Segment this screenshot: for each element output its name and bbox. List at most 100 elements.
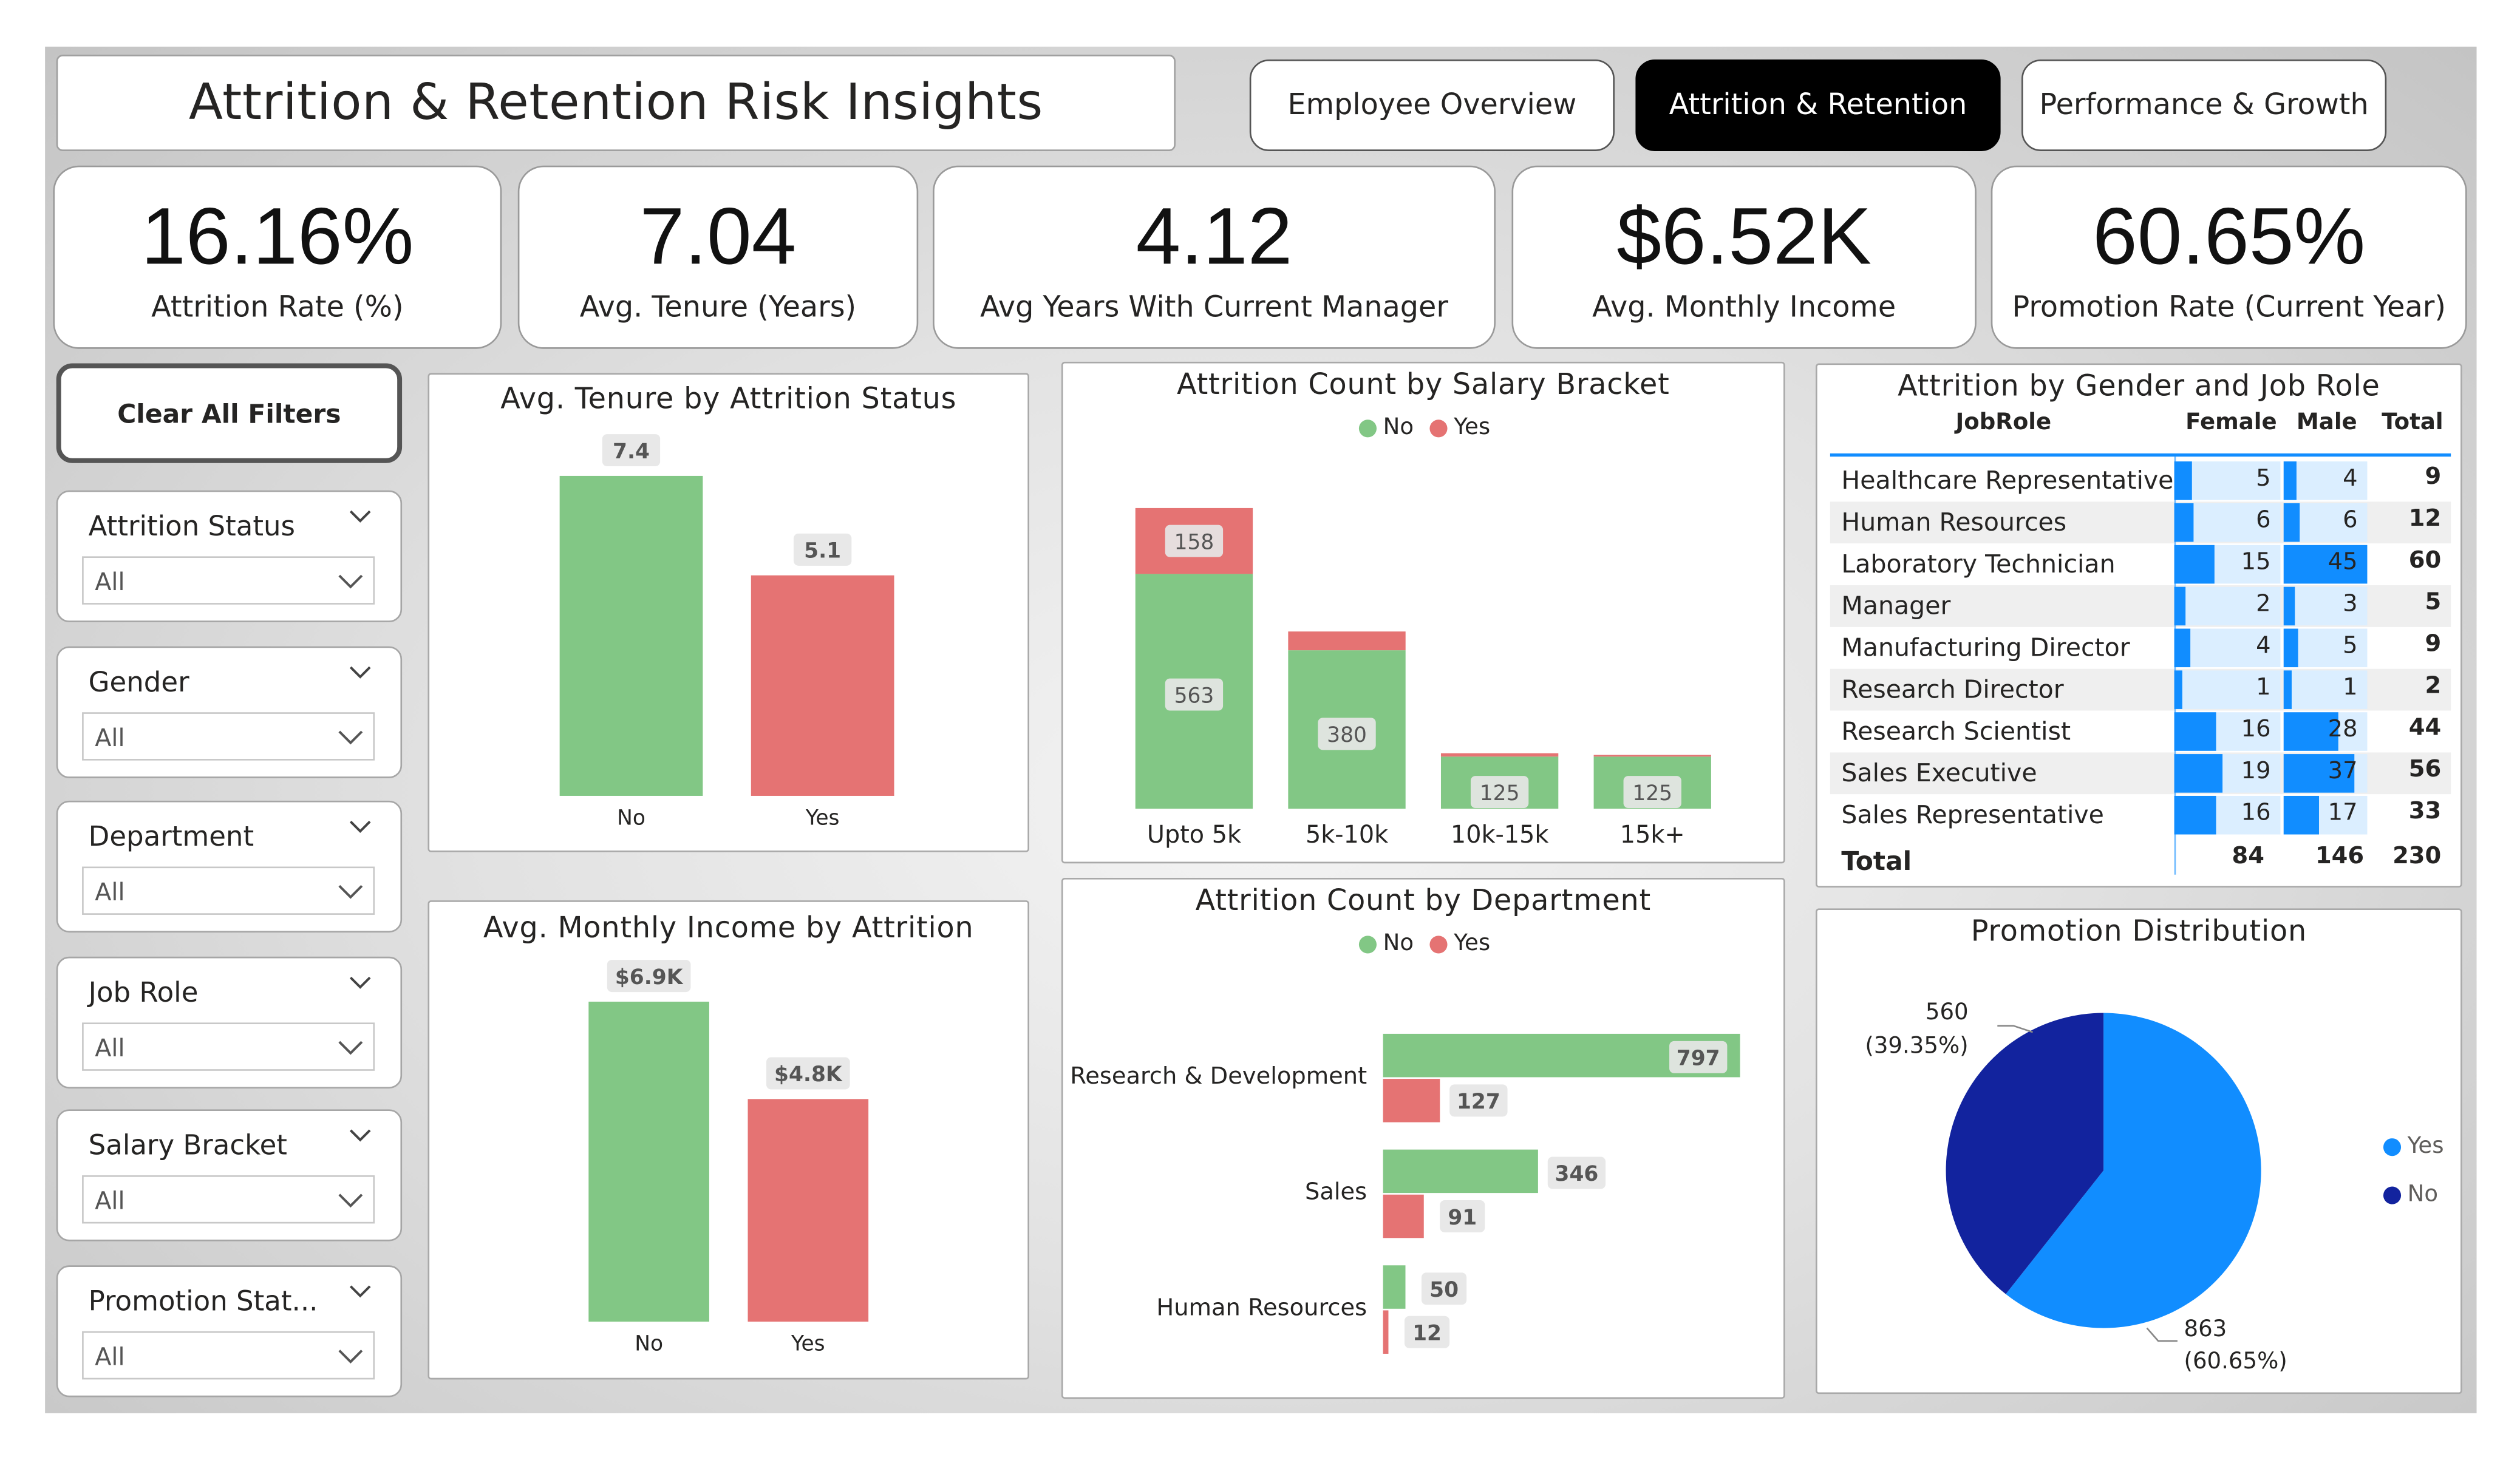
kpi-attrition-rate: 16.16% Attrition Rate (%) xyxy=(53,165,502,349)
cell-female-bar xyxy=(2174,670,2183,709)
promotion-chart-panel: Promotion Distribution 863 (60.65%) 560 (39… xyxy=(1816,908,2462,1394)
matrix-row[interactable]: Healthcare Representative 5 4 9 xyxy=(1830,460,2451,502)
header-divider xyxy=(1830,453,2451,457)
bar-yes-2[interactable] xyxy=(1440,753,1559,757)
slicer-value: All xyxy=(95,1186,125,1216)
cell-male-bar xyxy=(2283,461,2297,500)
chart-title: Attrition Count by Department xyxy=(1195,884,1651,919)
pie-slice-no[interactable] xyxy=(1946,1013,2104,1294)
kpi-label: Attrition Rate (%) xyxy=(151,290,404,324)
department-chart-panel: Attrition Count by Department No Yes 797… xyxy=(1061,878,1785,1399)
bar-yes-3[interactable] xyxy=(1593,755,1711,757)
slicer-dropdown[interactable]: All xyxy=(82,866,375,915)
chart-legend: No Yes xyxy=(1358,931,1490,957)
legend-no-label: No xyxy=(1383,415,1414,441)
cell-male-bar xyxy=(2283,586,2295,626)
bar-yes-2[interactable] xyxy=(1383,1310,1389,1354)
row-jobrole: Human Resources xyxy=(1841,508,2067,537)
slicer-dropdown[interactable]: All xyxy=(82,1331,375,1380)
x-tick-label: 5k-10k xyxy=(1306,821,1388,849)
kpi-value: 60.65% xyxy=(2093,190,2366,281)
chevron-down-icon[interactable] xyxy=(349,661,372,683)
data-label-no-3: 125 xyxy=(1632,781,1672,806)
bar-yes-1[interactable] xyxy=(1288,631,1406,651)
bar-no[interactable] xyxy=(588,1001,709,1322)
matrix-row[interactable]: Human Resources 6 6 12 xyxy=(1830,501,2451,544)
data-label-yes-0: 158 xyxy=(1174,530,1214,554)
slice-label-yes-value: 863 xyxy=(2184,1316,2227,1342)
bar-no[interactable] xyxy=(559,475,703,796)
slicer-dropdown[interactable]: All xyxy=(82,556,375,605)
kpi-label: Avg. Monthly Income xyxy=(1592,290,1896,324)
matrix-row[interactable]: Laboratory Technician 15 45 60 xyxy=(1830,543,2451,586)
tab-performance-growth[interactable]: Performance & Growth xyxy=(2021,59,2387,151)
kpi-avg-years-manager: 4.12 Avg Years With Current Manager xyxy=(933,165,1496,349)
cell-male: 3 xyxy=(2283,586,2368,626)
chevron-down-icon[interactable] xyxy=(349,971,372,994)
clear-all-filters-button[interactable]: Clear All Filters xyxy=(56,363,403,463)
bar-yes-0[interactable] xyxy=(1383,1079,1440,1122)
bar-no-1[interactable] xyxy=(1383,1149,1538,1194)
leader-line-no xyxy=(1997,1025,2033,1033)
total-label: Total xyxy=(1841,846,1912,877)
cell-female-value: 6 xyxy=(2256,508,2271,534)
cell-female-bar xyxy=(2174,586,2185,626)
bar-yes[interactable] xyxy=(751,575,894,796)
matrix-row[interactable]: Manager 2 3 5 xyxy=(1830,585,2451,627)
cell-male: 6 xyxy=(2283,503,2368,542)
tab-employee-overview[interactable]: Employee Overview xyxy=(1249,59,1615,151)
kpi-value: 16.16% xyxy=(141,190,414,281)
matrix-row[interactable]: Research Director 1 1 2 xyxy=(1830,668,2451,711)
matrix-row[interactable]: Sales Executive 19 37 56 xyxy=(1830,752,2451,795)
tab-attrition-retention[interactable]: Attrition & Retention xyxy=(1635,59,2001,151)
cell-male-bar xyxy=(2283,670,2292,709)
data-label-yes: $4.8K xyxy=(774,1062,843,1087)
matrix-row[interactable]: Manufacturing Director 4 5 9 xyxy=(1830,627,2451,669)
matrix-row[interactable]: Research Scientist 16 28 44 xyxy=(1830,710,2451,753)
cell-male-bar xyxy=(2283,545,2368,584)
data-label-yes: 5.1 xyxy=(804,539,841,563)
chevron-down-icon[interactable] xyxy=(349,815,372,838)
data-label-yes-1-bg xyxy=(1440,1200,1485,1232)
matrix-row[interactable]: Sales Representative 16 17 33 xyxy=(1830,794,2451,837)
cell-female-value: 19 xyxy=(2241,759,2271,785)
dropdown-chevron-icon xyxy=(338,1041,363,1055)
chevron-down-icon[interactable] xyxy=(349,1124,372,1146)
legend-yes-marker xyxy=(1429,935,1448,953)
pie-slice-yes[interactable] xyxy=(2006,1013,2261,1328)
bar-yes[interactable] xyxy=(747,1099,869,1322)
chart-title: Promotion Distribution xyxy=(1970,914,2307,949)
slicer-dropdown[interactable]: All xyxy=(82,1022,375,1071)
cell-female-bar xyxy=(2174,712,2216,751)
cell-female-bar xyxy=(2174,545,2215,584)
cell-female-bar xyxy=(2174,461,2192,500)
data-label-yes-bg xyxy=(793,533,852,566)
slicer-title: Gender xyxy=(88,667,189,700)
row-jobrole: Laboratory Technician xyxy=(1841,549,2116,579)
slice-label-no-value: 560 xyxy=(1926,999,1969,1025)
slicer-job-role: Job Role All xyxy=(56,956,403,1089)
cell-female-bar xyxy=(2174,628,2190,668)
legend-yes-marker xyxy=(2383,1137,2402,1155)
x-tick-label: 15k+ xyxy=(1620,821,1685,849)
cell-male-bar xyxy=(2283,628,2299,668)
slicer-department: Department All xyxy=(56,800,403,933)
cell-male-value: 1 xyxy=(2343,675,2358,701)
slicer-title: Department xyxy=(88,821,254,854)
y-tick-label: Human Resources xyxy=(1156,1294,1367,1321)
kpi-avg-monthly-income: $6.52K Avg. Monthly Income xyxy=(1511,165,1977,349)
chevron-down-icon[interactable] xyxy=(349,1280,372,1302)
slicer-value: All xyxy=(95,567,125,597)
x-tick-label: Yes xyxy=(805,806,840,830)
slicer-salary-bracket: Salary Bracket All xyxy=(56,1109,403,1241)
cell-total-value: 12 xyxy=(2408,506,2442,532)
bar-no-2[interactable] xyxy=(1383,1265,1406,1309)
cell-female: 16 xyxy=(2174,795,2281,835)
slicer-dropdown[interactable]: All xyxy=(82,712,375,761)
bar-yes-1[interactable] xyxy=(1383,1194,1424,1238)
slicer-dropdown[interactable]: All xyxy=(82,1175,375,1224)
data-label-yes-bg xyxy=(766,1057,850,1090)
row-jobrole: Research Scientist xyxy=(1841,717,2071,746)
dropdown-chevron-icon xyxy=(338,1194,363,1208)
chevron-down-icon[interactable] xyxy=(349,505,372,528)
